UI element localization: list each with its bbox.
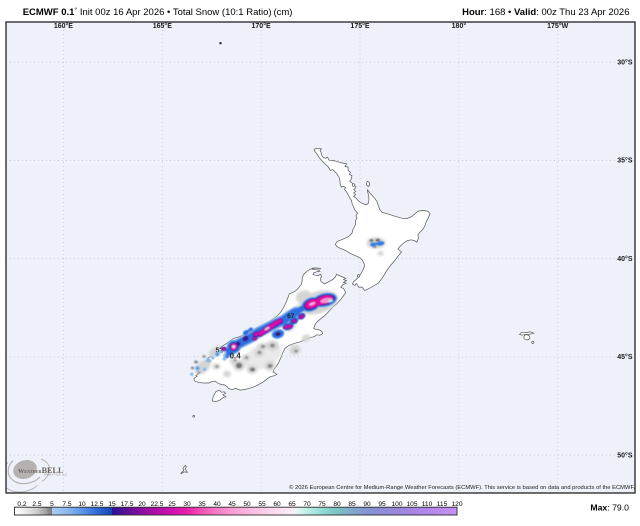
svg-text:Hour: 168 • Valid: 00z Thu 23: Hour: 168 • Valid: 00z Thu 23 Apr 2026: [462, 7, 629, 18]
svg-text:WEATHERBELL: WEATHERBELL: [18, 466, 64, 475]
svg-text:2.5: 2.5: [32, 501, 41, 508]
svg-text:180°: 180°: [452, 22, 467, 30]
svg-text:110: 110: [422, 501, 433, 508]
svg-text:35°S: 35°S: [617, 157, 633, 165]
svg-text:© 2026 European Centre for Med: © 2026 European Centre for Medium-Range …: [289, 484, 635, 491]
svg-text:22.5: 22.5: [151, 501, 164, 508]
svg-text:25: 25: [168, 501, 176, 508]
svg-text:30°S: 30°S: [617, 59, 633, 67]
svg-text:35: 35: [198, 501, 206, 508]
svg-text:15: 15: [108, 501, 116, 508]
svg-text:67: 67: [287, 313, 295, 320]
svg-text:105: 105: [406, 501, 417, 508]
svg-text:5: 5: [50, 501, 54, 508]
svg-text:ECMWF 0.1° Init 00z 16 Apr 202: ECMWF 0.1° Init 00z 16 Apr 2026 • Total …: [23, 7, 293, 19]
svg-text:40: 40: [213, 501, 221, 508]
svg-text:10: 10: [78, 501, 86, 508]
svg-text:175°E: 175°E: [350, 22, 369, 30]
svg-text:120: 120: [451, 501, 462, 508]
svg-text:95: 95: [378, 501, 386, 508]
svg-text:160°E: 160°E: [54, 22, 73, 30]
svg-text:100: 100: [391, 501, 402, 508]
svg-text:0.4: 0.4: [230, 352, 242, 361]
svg-text:80: 80: [333, 501, 341, 508]
svg-text:85: 85: [348, 501, 356, 508]
svg-text:17.5: 17.5: [121, 501, 134, 508]
svg-text:ANALYTICS LLC: ANALYTICS LLC: [44, 473, 68, 477]
svg-text:55: 55: [258, 501, 266, 508]
svg-text:60: 60: [273, 501, 281, 508]
svg-text:175°W: 175°W: [547, 22, 568, 30]
svg-text:50°S: 50°S: [617, 452, 633, 460]
svg-text:70: 70: [303, 501, 311, 508]
svg-text:170°E: 170°E: [252, 22, 271, 30]
svg-text:7.5: 7.5: [62, 501, 71, 508]
svg-text:45°S: 45°S: [617, 353, 633, 361]
svg-text:30: 30: [183, 501, 191, 508]
svg-text:0.2: 0.2: [17, 501, 26, 508]
svg-text:20: 20: [138, 501, 146, 508]
svg-text:65: 65: [288, 501, 296, 508]
svg-text:Max: 79.0: Max: 79.0: [590, 502, 629, 512]
svg-text:165°E: 165°E: [153, 22, 172, 30]
svg-text:75: 75: [318, 501, 326, 508]
svg-text:115: 115: [437, 501, 448, 508]
svg-text:45: 45: [228, 501, 236, 508]
svg-text:12.5: 12.5: [91, 501, 104, 508]
svg-text:50: 50: [243, 501, 251, 508]
svg-text:90: 90: [363, 501, 371, 508]
svg-text:40°S: 40°S: [617, 255, 633, 263]
